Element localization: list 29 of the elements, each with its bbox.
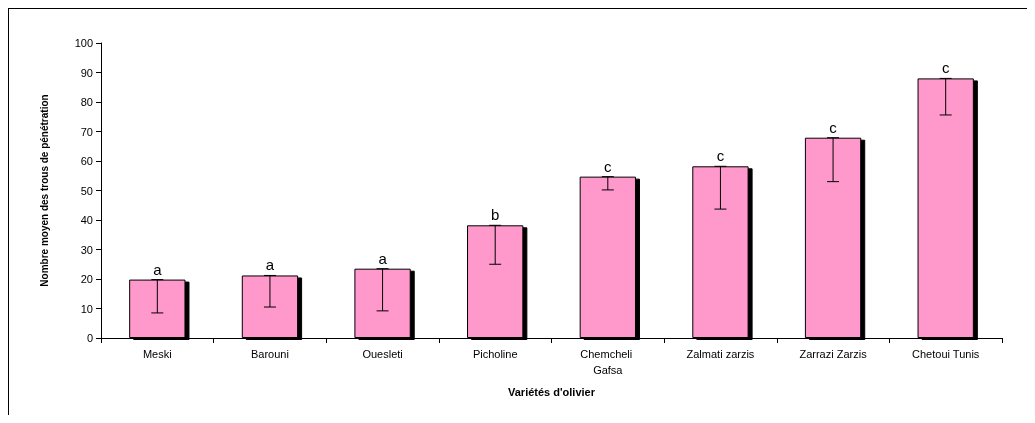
x-tick-label: Chetoui Tunis bbox=[912, 348, 980, 360]
y-tick-label: 70 bbox=[80, 125, 93, 138]
y-tick-label: 10 bbox=[80, 302, 93, 315]
x-axis-title: Variétés d'olivier bbox=[508, 385, 596, 398]
annotation: a bbox=[265, 256, 275, 274]
y-tick-label: 100 bbox=[74, 37, 93, 49]
annotation: c bbox=[604, 157, 613, 175]
annotation: c bbox=[829, 118, 838, 136]
annotation: b bbox=[491, 206, 500, 224]
y-tick-label: 80 bbox=[80, 96, 93, 108]
x-tick-label: Meski bbox=[142, 348, 172, 360]
x-tick-label: Picholine bbox=[472, 348, 518, 360]
annotation: a bbox=[378, 249, 388, 267]
y-axis-title: Nombre moyen des trous de pénétration bbox=[38, 94, 50, 287]
x-tick-label: Ouesleti bbox=[362, 348, 403, 360]
x-tick-label: Barouni bbox=[250, 348, 289, 360]
annotation: c bbox=[941, 59, 950, 77]
x-tick-label: Zalmati zarzis bbox=[686, 348, 755, 360]
annotation: a bbox=[153, 260, 163, 278]
y-tick-label: 30 bbox=[80, 243, 93, 256]
x-tick-label: Chemcheli Gafsa bbox=[580, 348, 636, 376]
annotation: c bbox=[716, 147, 725, 165]
y-tick-label: 90 bbox=[80, 66, 93, 79]
x-tick-label: Zarrazi Zarzis bbox=[799, 348, 868, 360]
y-tick-label: 50 bbox=[80, 184, 93, 197]
y-tick-label: 40 bbox=[80, 214, 93, 226]
y-tick-label: 60 bbox=[80, 155, 93, 167]
y-tick-label: 0 bbox=[86, 332, 93, 344]
y-tick-label: 20 bbox=[80, 273, 93, 285]
